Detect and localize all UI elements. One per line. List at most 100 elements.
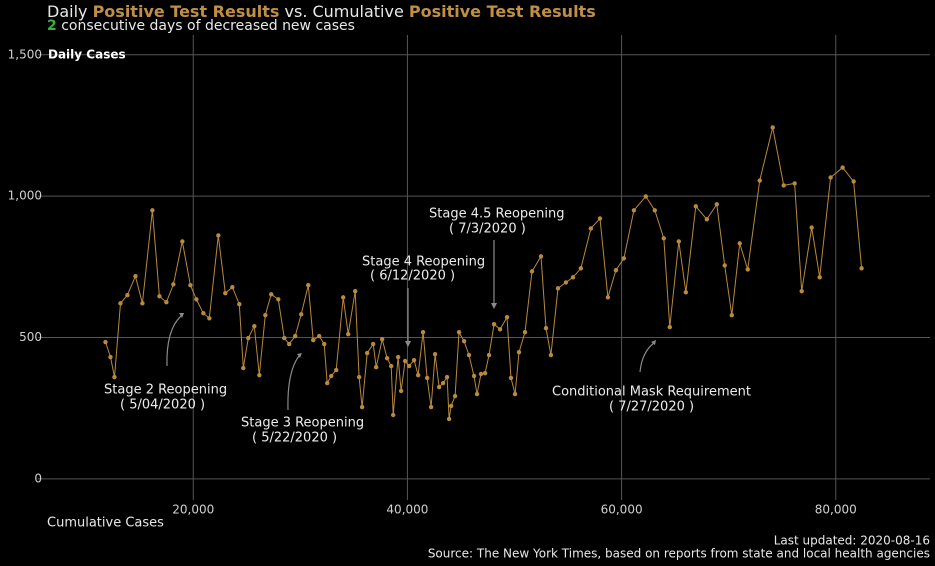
point [516,350,522,355]
annotations: Stage 2 Reopening ( 5/04/2020 ) Stage 3 … [104,207,751,446]
annotation-text: ( 7/3/2020 ) [449,222,526,237]
point [150,208,155,213]
point [415,372,421,378]
point [781,183,786,188]
point [570,275,576,280]
point [851,179,856,184]
point [395,354,401,360]
point [482,370,488,376]
point [548,352,554,358]
point [440,380,446,386]
title-part: vs. Cumulative [279,2,408,21]
point [448,403,454,409]
y-tick-label: 500 [19,330,42,344]
point [112,374,117,380]
point [436,384,442,390]
point [388,363,394,369]
point [108,354,113,360]
point [478,371,484,377]
point [737,241,742,246]
point [693,204,699,209]
point [420,329,426,335]
chart-title: Daily Positive Test Results vs. Cumulati… [47,2,596,21]
point [340,295,346,300]
point [770,125,775,130]
point [293,333,298,339]
point [652,208,657,213]
point [325,380,330,386]
point [379,337,385,342]
point [578,266,584,271]
subtitle-part: 2 [47,18,57,34]
point [605,295,611,300]
x-tick-label: 60,000 [601,503,643,517]
x-axis-label: Cumulative Cases [47,516,164,531]
point [522,329,528,335]
point [364,350,370,356]
title-part: Positive Test Results [93,2,280,21]
point [667,324,672,330]
point [133,273,138,279]
updated-note: Last updated: 2020-08-16 [774,534,930,548]
annotation-arrow [287,355,300,411]
point [223,290,228,296]
point [809,225,814,230]
point [428,404,434,410]
point [745,267,750,272]
point [714,202,719,207]
annotation-text: Stage 3 Reopening [241,416,364,431]
annotation-text: Stage 2 Reopening [104,383,227,398]
point [201,311,206,316]
point [352,288,358,294]
point [299,312,304,317]
point [384,355,390,361]
x-tick-label: 80,000 [815,503,857,517]
point [125,292,130,298]
point [241,365,246,371]
chart-subtitle: 2 consecutive days of decreased new case… [47,18,355,34]
point [543,325,549,331]
point [276,297,281,302]
title-part: Positive Test Results [409,2,596,21]
point [643,194,649,199]
point [676,239,681,244]
point [621,256,627,261]
annotation-text: ( 5/04/2020 ) [120,398,205,413]
point [471,373,477,379]
point [406,363,412,369]
point [257,372,262,378]
point [444,374,450,380]
point [402,358,408,364]
point [512,391,518,397]
y-tick-label: 1,500 [8,47,42,61]
point [799,288,804,294]
point [424,375,430,381]
point [817,275,822,280]
point [704,217,710,222]
point [263,312,268,318]
annotation-text: Stage 4.5 Reopening [429,207,565,222]
x-tick-label: 20,000 [172,503,214,517]
point [356,374,362,380]
point [555,286,561,291]
annotation-text: Conditional Mask Requirement [552,385,751,400]
annotation-text: ( 7/27/2020 ) [609,400,694,415]
point [840,165,845,170]
point [103,339,108,345]
point [456,329,462,335]
annotation-text: ( 5/22/2020 ) [252,431,337,446]
point [306,283,311,288]
point [334,367,339,373]
point [613,268,619,273]
point [683,290,689,295]
point [370,341,376,347]
point [466,352,472,358]
point [722,263,727,268]
arrow-heads [179,303,656,358]
point [563,280,569,285]
title-part: Daily [47,2,93,21]
point [194,297,199,302]
point [188,283,193,288]
